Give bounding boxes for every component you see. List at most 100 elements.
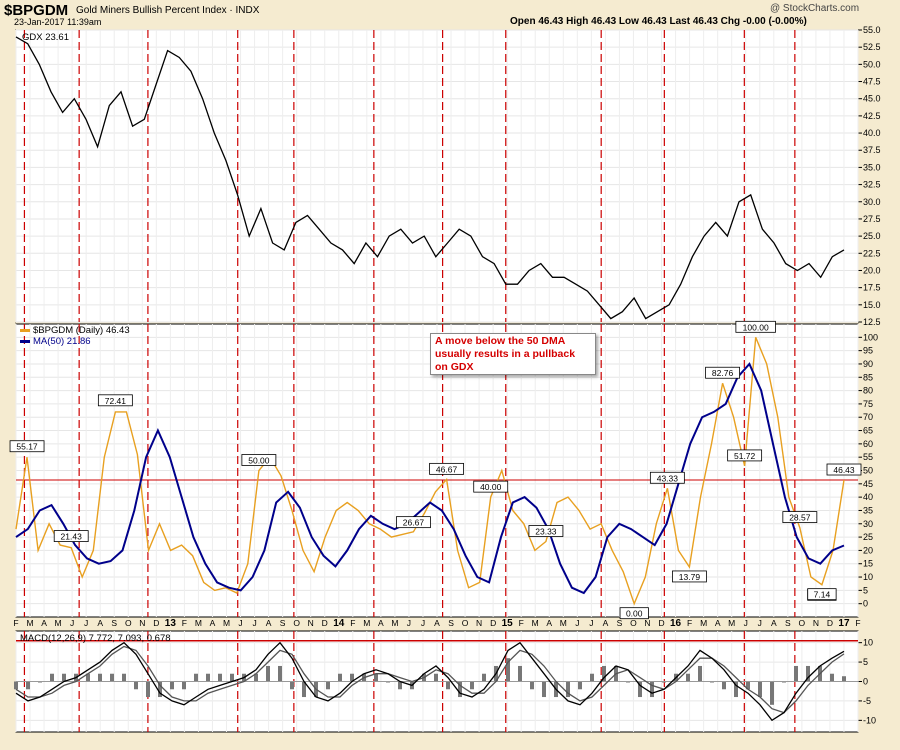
- x-tick-label: D: [153, 618, 159, 628]
- point-label-box: [672, 570, 707, 583]
- x-tick-label: M: [195, 618, 202, 628]
- histogram-bar: [110, 673, 114, 682]
- signal-line-macd: [15, 645, 845, 714]
- x-tick-label: F: [687, 618, 692, 628]
- x-tick-label: A: [771, 618, 777, 628]
- point-label: 55.17: [16, 442, 38, 452]
- x-tick-label: O: [799, 618, 806, 628]
- histogram-bar: [302, 681, 306, 698]
- ohlc-label: Open 46.43 High 46.43 Low 46.43 Last 46.…: [510, 16, 807, 27]
- legend-swatch-bpi: [20, 329, 30, 332]
- y-tick-label: 50: [863, 466, 873, 476]
- y-tick-label: 5: [863, 585, 868, 595]
- legend-swatch-ma: [20, 340, 30, 343]
- histogram-bar: [206, 673, 210, 682]
- histogram-bar: [338, 673, 342, 682]
- x-tick-label: 17: [838, 618, 850, 629]
- y-tick-label: 70: [863, 412, 873, 422]
- x-tick-label: O: [630, 618, 637, 628]
- histogram-bar: [698, 665, 702, 682]
- histogram-bar: [266, 665, 270, 682]
- y-tick-label: 65: [863, 426, 873, 436]
- x-tick-label: J: [84, 618, 88, 628]
- legend-bpi: $BPGDM (Daily) 46.43: [33, 325, 130, 336]
- x-tick-label: A: [266, 618, 272, 628]
- histogram-bar: [278, 665, 282, 682]
- point-label-box: [735, 320, 776, 333]
- histogram-bar: [542, 681, 546, 698]
- x-tick-label: S: [617, 618, 623, 628]
- histogram-bar: [482, 673, 486, 682]
- y-tick-label: 40.0: [863, 128, 881, 138]
- annotation-line: A move below the 50 DMA: [435, 335, 566, 347]
- x-tick-label: N: [813, 618, 819, 628]
- y-tick-label: 20: [863, 545, 873, 555]
- histogram-bar: [218, 673, 222, 682]
- y-tick-label: 42.5: [863, 111, 881, 121]
- histogram-bar: [590, 673, 594, 682]
- x-tick-label: J: [407, 618, 411, 628]
- histogram-bar: [434, 673, 438, 682]
- y-tick-label: 100: [863, 332, 878, 342]
- point-label-box: [619, 607, 649, 620]
- x-tick-label: N: [476, 618, 482, 628]
- symbol-label: $BPGDM: [4, 2, 69, 19]
- x-tick-label: S: [111, 618, 117, 628]
- y-tick-label: 85: [863, 372, 873, 382]
- x-tick-label: N: [308, 618, 314, 628]
- panel-title-gdx: GDX 23.61: [22, 32, 69, 43]
- x-tick-label: S: [785, 618, 791, 628]
- histogram-bar: [842, 676, 846, 682]
- point-label: 46.43: [833, 465, 855, 475]
- point-label: 50.00: [248, 456, 270, 466]
- y-tick-label: 25.0: [863, 231, 881, 241]
- x-tick-label: N: [644, 618, 650, 628]
- x-tick-label: J: [575, 618, 579, 628]
- x-tick-label: M: [223, 618, 230, 628]
- y-tick-label: 55.0: [863, 25, 881, 35]
- y-tick-label: 95: [863, 346, 873, 356]
- x-tick-label: D: [827, 618, 833, 628]
- x-tick-label: D: [490, 618, 496, 628]
- y-tick-label: -5: [863, 696, 871, 706]
- x-tick-label: A: [378, 618, 384, 628]
- panel-title-macd: MACD(12,26,9) 7.772, 7.093, 0.678: [20, 633, 171, 644]
- histogram-bar: [746, 681, 750, 690]
- point-label: 7.14: [814, 590, 831, 600]
- x-tick-label: M: [560, 618, 567, 628]
- x-tick-label: A: [97, 618, 103, 628]
- point-label: 82.76: [712, 368, 734, 378]
- x-tick-label: A: [434, 618, 440, 628]
- x-tick-label: A: [546, 618, 552, 628]
- y-tick-label: 75: [863, 399, 873, 409]
- x-tick-label: A: [603, 618, 609, 628]
- point-label: 23.33: [535, 527, 557, 537]
- date-label: 23-Jan-2017 11:39am: [14, 17, 102, 27]
- y-tick-label: 50.0: [863, 59, 881, 69]
- gdx-line: [15, 36, 845, 320]
- y-tick-label: 25: [863, 532, 873, 542]
- histogram-bar: [374, 673, 378, 682]
- y-tick-label: 32.5: [863, 180, 881, 190]
- histogram-bar: [62, 673, 66, 682]
- histogram-bar: [14, 681, 18, 690]
- macd-line: [15, 641, 845, 722]
- x-tick-label: 13: [165, 618, 177, 629]
- y-tick-label: 0: [863, 599, 868, 609]
- x-tick-label: 16: [670, 618, 682, 629]
- histogram-bar: [98, 673, 102, 682]
- annotation-box: A move below the 50 DMA usually results …: [430, 333, 596, 375]
- y-tick-label: -10: [863, 715, 876, 725]
- x-tick-label: J: [238, 618, 242, 628]
- description-label: Gold Miners Bullish Percent Index · INDX: [76, 5, 260, 16]
- point-label-box: [826, 463, 862, 476]
- histogram-bar: [578, 681, 582, 690]
- point-label: 46.67: [436, 464, 458, 474]
- x-tick-label: F: [182, 618, 187, 628]
- x-tick-label: J: [589, 618, 593, 628]
- x-tick-label: A: [715, 618, 721, 628]
- x-tick-label: M: [55, 618, 62, 628]
- histogram-bar: [638, 681, 642, 698]
- point-label-box: [9, 440, 45, 453]
